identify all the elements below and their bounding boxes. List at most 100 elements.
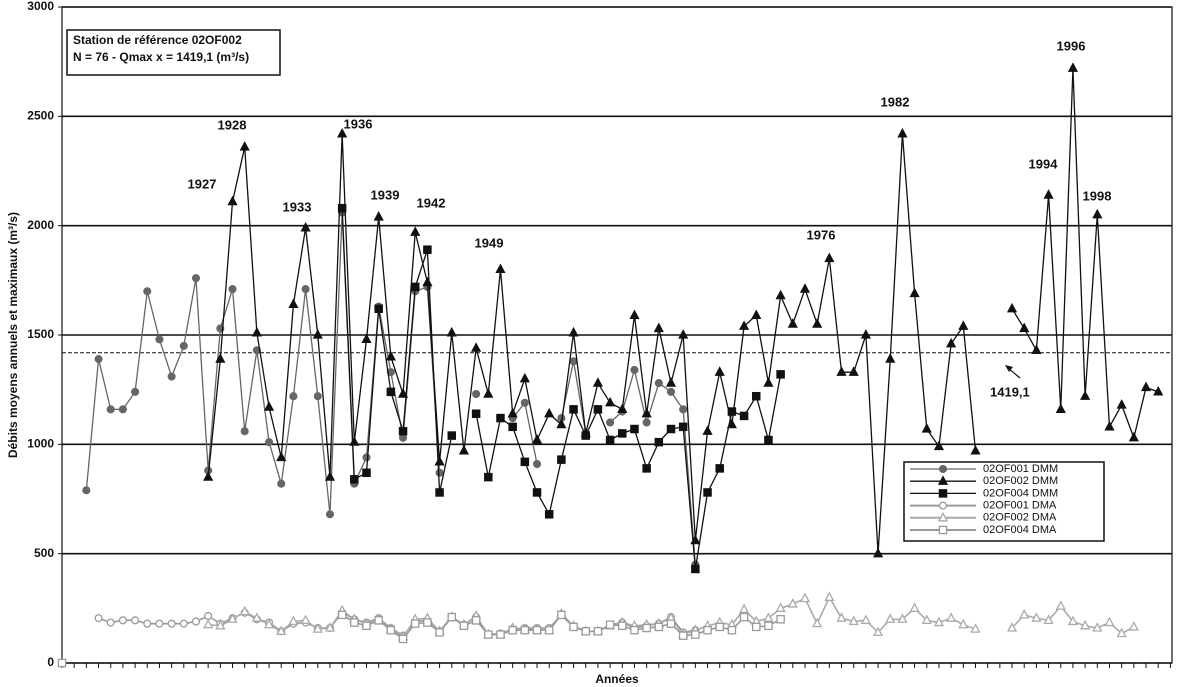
point	[1116, 399, 1127, 409]
point	[679, 405, 688, 414]
point	[239, 141, 250, 151]
point	[350, 618, 359, 627]
point	[1092, 622, 1103, 632]
point	[860, 329, 871, 339]
point	[1140, 381, 1152, 392]
point	[532, 625, 542, 635]
point	[933, 616, 945, 627]
point	[824, 591, 835, 602]
point	[349, 436, 360, 446]
series-line	[341, 208, 782, 570]
point	[1043, 614, 1054, 625]
series	[337, 203, 785, 574]
point	[970, 445, 981, 455]
point	[337, 203, 347, 213]
point	[630, 365, 639, 375]
point	[265, 438, 274, 447]
point	[155, 335, 164, 344]
point	[131, 387, 140, 396]
point	[714, 366, 725, 376]
point	[630, 625, 639, 635]
point	[288, 615, 299, 626]
point	[1043, 189, 1054, 199]
annotation: 1933	[283, 199, 312, 214]
point	[1128, 621, 1139, 631]
point	[556, 418, 567, 429]
point	[1067, 615, 1079, 626]
point	[167, 372, 176, 381]
point	[471, 342, 482, 352]
legend-label: 02OF004 DMM	[983, 487, 1058, 499]
point	[787, 598, 798, 608]
point	[508, 422, 517, 432]
reference-label: 1419,1	[990, 384, 1030, 399]
plot-frame	[61, 6, 1173, 664]
series	[57, 610, 785, 668]
point	[362, 621, 371, 631]
point	[82, 486, 91, 495]
y-tick-label: 2000	[27, 218, 54, 232]
point	[300, 614, 311, 625]
point	[605, 435, 615, 445]
point	[386, 387, 396, 397]
point	[155, 619, 164, 628]
point	[263, 618, 275, 629]
point	[848, 615, 859, 626]
point	[946, 337, 957, 348]
point	[495, 263, 506, 274]
point	[666, 619, 676, 628]
point	[557, 455, 566, 464]
y-tick-label: 500	[34, 546, 54, 560]
point	[544, 510, 554, 519]
point	[143, 287, 152, 296]
point	[191, 617, 201, 626]
point	[289, 392, 298, 401]
point	[203, 618, 214, 629]
point	[386, 625, 396, 635]
point	[447, 612, 457, 622]
annotation: 1976	[807, 227, 836, 242]
point	[938, 501, 948, 510]
point	[860, 614, 871, 625]
point	[593, 627, 603, 636]
point	[251, 612, 262, 622]
y-axis-label: Débits moyens annuels et maximaux (m³/s)	[6, 212, 20, 458]
point	[642, 464, 651, 473]
point	[752, 391, 761, 401]
point	[739, 411, 749, 421]
point	[897, 127, 908, 138]
point	[605, 620, 615, 629]
point	[654, 622, 664, 632]
point	[435, 488, 444, 497]
point	[507, 407, 518, 418]
point	[1080, 619, 1091, 630]
point	[520, 625, 530, 635]
point	[471, 409, 481, 418]
point	[277, 479, 286, 488]
point	[568, 326, 579, 337]
point	[1031, 344, 1042, 354]
point	[897, 613, 908, 623]
point	[1067, 62, 1079, 72]
point	[532, 488, 542, 497]
info-box	[66, 29, 281, 76]
point	[276, 625, 287, 635]
point	[337, 610, 347, 620]
point	[459, 621, 469, 631]
point	[337, 127, 348, 138]
point	[312, 329, 323, 339]
point	[764, 621, 773, 631]
point	[362, 453, 371, 462]
point	[519, 372, 530, 383]
point	[520, 398, 529, 407]
point	[374, 304, 383, 314]
point	[1153, 385, 1164, 396]
point	[1116, 627, 1127, 638]
point	[824, 252, 835, 263]
point	[703, 488, 712, 497]
point	[239, 605, 250, 616]
point	[422, 276, 433, 287]
reference-arrowhead	[1005, 365, 1013, 372]
annotation: 1982	[881, 94, 910, 109]
